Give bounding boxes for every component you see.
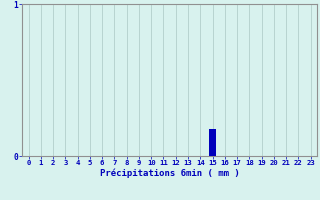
Bar bbox=[210, 129, 216, 156]
X-axis label: Précipitations 6min ( mm ): Précipitations 6min ( mm ) bbox=[100, 169, 239, 178]
